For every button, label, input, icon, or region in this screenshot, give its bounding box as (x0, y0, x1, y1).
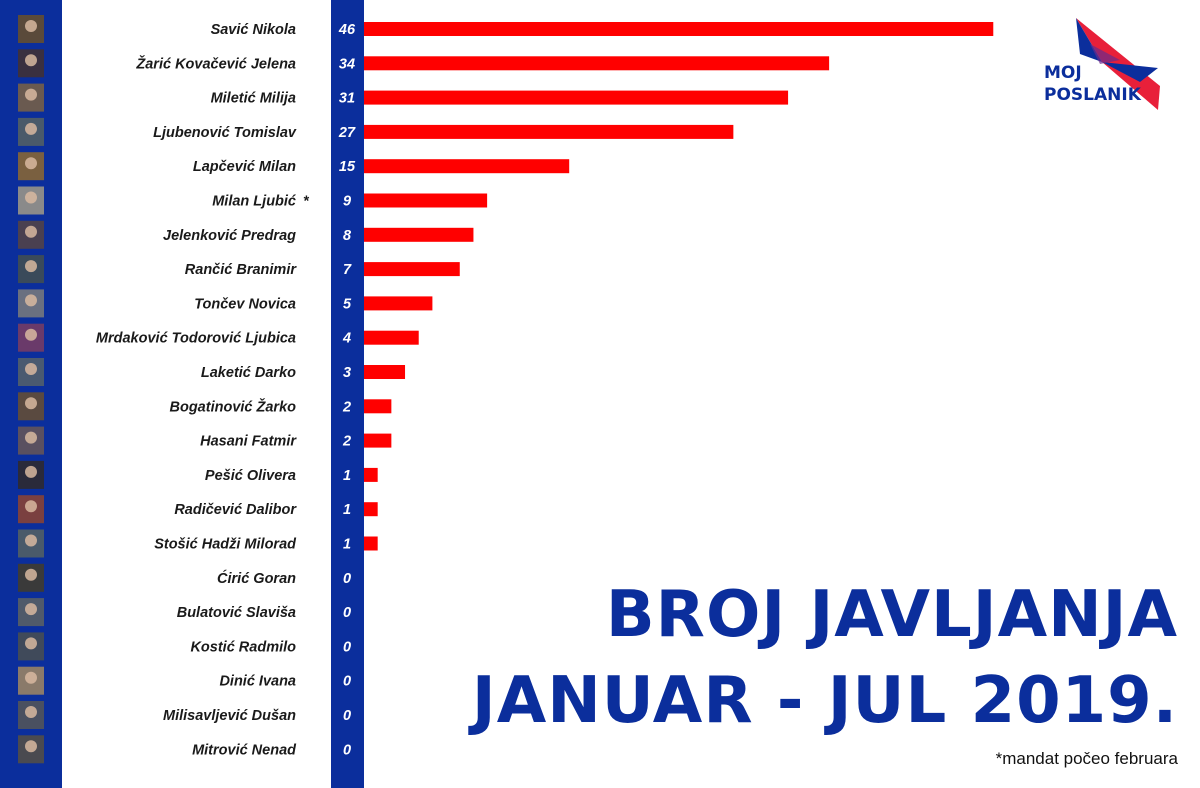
category-label: Žarić Kovačević Jelena (135, 54, 296, 72)
category-label: Mitrović Nenad (192, 742, 297, 758)
bar (364, 502, 378, 517)
bar (364, 330, 419, 345)
category-label: Savić Nikola (211, 22, 296, 38)
value-strip (331, 0, 364, 788)
member-photo-face (25, 54, 37, 67)
member-photo-face (25, 500, 37, 513)
value-label: 4 (342, 331, 351, 347)
bar (364, 193, 488, 208)
member-photo-face (25, 260, 37, 273)
logo-text-line1: MOJ (1044, 63, 1082, 83)
value-label: 7 (343, 262, 352, 278)
bar (364, 262, 460, 277)
bar (364, 90, 789, 105)
moj-poslanik-logo: MOJ POSLANIK (1040, 14, 1164, 114)
category-label: Laketić Darko (201, 365, 296, 381)
category-label: Stošić Hadži Milorad (154, 537, 297, 553)
category-label: Rančić Branimir (185, 262, 298, 278)
bar (364, 296, 433, 311)
value-label: 27 (338, 125, 356, 141)
value-label: 5 (343, 296, 352, 312)
category-label: Lapčević Milan (193, 159, 296, 175)
value-label: 1 (343, 468, 351, 484)
member-photo-face (25, 706, 37, 718)
footnote: *mandat počeo februara (995, 749, 1178, 768)
value-label: 0 (343, 708, 351, 724)
member-photo-face (25, 397, 37, 410)
value-label: 0 (343, 674, 351, 690)
bar (364, 22, 994, 36)
member-photo-face (25, 465, 37, 478)
value-label: 2 (342, 434, 351, 450)
bar (364, 124, 734, 139)
category-label: Jelenković Predrag (163, 228, 296, 244)
value-label: 0 (343, 742, 351, 758)
category-label: Bogatinović Žarko (170, 397, 297, 415)
logo-graphic (1076, 18, 1160, 110)
category-label: Miletić Milija (211, 91, 296, 107)
value-label: 9 (343, 194, 351, 210)
value-label: 46 (338, 22, 356, 38)
member-photo-face (25, 191, 37, 204)
value-label: 31 (339, 91, 355, 107)
chart-title-line1: BROJ JAVLJANJA (605, 578, 1178, 652)
value-label: 0 (343, 571, 351, 587)
category-label: Milan Ljubić (212, 194, 297, 210)
member-photo-face (25, 534, 37, 547)
bar (364, 433, 392, 448)
member-photo-face (25, 603, 37, 616)
bar (364, 56, 830, 71)
member-photo-face (25, 431, 37, 444)
member-photo-face (25, 568, 37, 581)
category-label: Bulatović Slaviša (177, 605, 296, 621)
logo-text-line2: POSLANIK (1044, 85, 1141, 105)
member-photo-face (25, 294, 37, 307)
value-label: 34 (339, 56, 355, 72)
category-label: Milisavljević Dušan (163, 708, 296, 724)
member-photo-face (25, 671, 37, 684)
member-photo-face (25, 225, 37, 238)
value-label: 0 (343, 605, 351, 621)
value-label: 0 (343, 639, 351, 655)
member-photo-face (25, 20, 37, 32)
value-label: 2 (342, 399, 351, 415)
category-label: Radičević Dalibor (174, 502, 297, 518)
member-photo-face (25, 88, 37, 101)
member-photo-face (25, 122, 37, 135)
member-photo-face (25, 328, 37, 341)
category-label: Pešić Olivera (205, 468, 296, 484)
member-photo-face (25, 740, 37, 753)
category-label: Ćirić Goran (217, 569, 296, 587)
value-label: 1 (343, 502, 351, 518)
value-label: 8 (343, 228, 352, 244)
category-label: Mrdaković Todorović Ljubica (96, 331, 296, 347)
category-label: Dinić Ivana (219, 674, 296, 690)
chart-title-line2: JANUAR - JUL 2019. (471, 664, 1178, 738)
bar (364, 365, 406, 379)
value-label: 15 (339, 159, 356, 175)
bar (364, 159, 570, 174)
bar (364, 467, 378, 482)
bar (364, 227, 474, 242)
category-label: Ljubenović Tomislav (153, 125, 297, 141)
category-label: Hasani Fatmir (200, 434, 297, 450)
footnote-marker: * (303, 194, 310, 210)
member-photo-face (25, 157, 37, 170)
category-label: Tončev Novica (194, 296, 296, 312)
member-photo-face (25, 637, 37, 650)
category-label: Kostić Radmilo (190, 639, 296, 655)
value-label: 1 (343, 537, 351, 553)
bar (364, 399, 392, 414)
member-photo-face (25, 363, 37, 375)
bar (364, 536, 378, 551)
value-label: 3 (343, 365, 351, 381)
